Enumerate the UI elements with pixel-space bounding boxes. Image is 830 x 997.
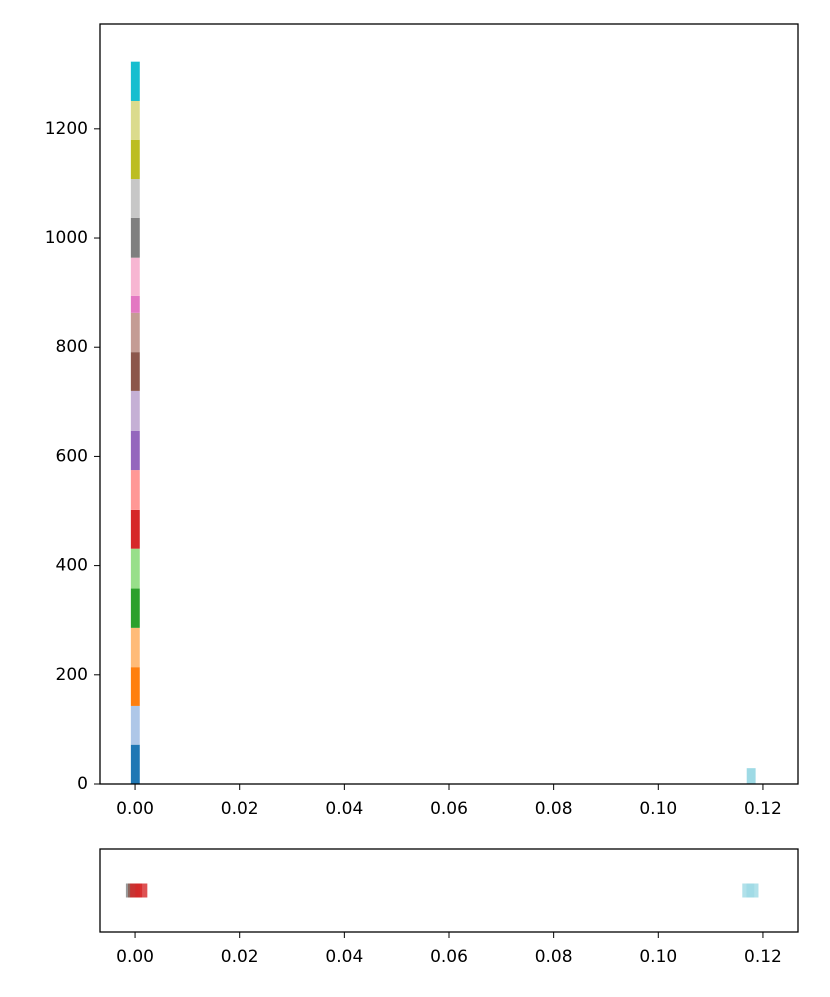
x-tick-label: 0.06: [430, 799, 468, 819]
y-tick-label: 800: [56, 337, 88, 357]
bar: [746, 768, 756, 784]
bar: [130, 430, 140, 471]
bar: [130, 295, 140, 313]
bar: [130, 627, 140, 668]
x-tick-label: 0.10: [639, 947, 677, 967]
bar: [130, 61, 140, 101]
x-tick-label: 0.12: [744, 799, 782, 819]
bar: [130, 139, 140, 180]
x-tick-label: 0.02: [221, 799, 259, 819]
bar: [130, 470, 140, 510]
point: [746, 883, 759, 898]
x-tick-label: 0.06: [430, 947, 468, 967]
bar: [130, 352, 140, 391]
bar: [130, 588, 140, 628]
axes-frame: [99, 848, 799, 933]
x-tick-label: 0.08: [535, 947, 573, 967]
x-tick-label: 0.04: [325, 799, 363, 819]
y-tick-label: 0: [77, 774, 88, 794]
y-tick-label: 200: [56, 665, 88, 685]
bar: [130, 100, 140, 140]
bar: [130, 705, 140, 745]
bar: [130, 312, 140, 353]
point: [135, 883, 148, 898]
bar: [130, 179, 140, 218]
axes-frame: [99, 23, 799, 785]
bar: [130, 667, 140, 706]
x-tick-label: 0.00: [116, 799, 154, 819]
y-tick-label: 600: [56, 446, 88, 466]
x-tick-label: 0.04: [325, 947, 363, 967]
x-tick-label: 0.02: [221, 947, 259, 967]
x-tick-label: 0.12: [744, 947, 782, 967]
bar: [130, 217, 140, 258]
x-tick-label: 0.08: [535, 799, 573, 819]
bar: [130, 548, 140, 589]
y-tick-label: 400: [56, 556, 88, 576]
bar: [130, 390, 140, 431]
x-tick-label: 0.10: [639, 799, 677, 819]
bar: [130, 257, 140, 296]
x-tick-label: 0.00: [116, 947, 154, 967]
y-tick-label: 1000: [45, 228, 88, 248]
bar: [130, 744, 140, 784]
bar: [130, 509, 140, 549]
y-tick-label: 1200: [45, 119, 88, 139]
